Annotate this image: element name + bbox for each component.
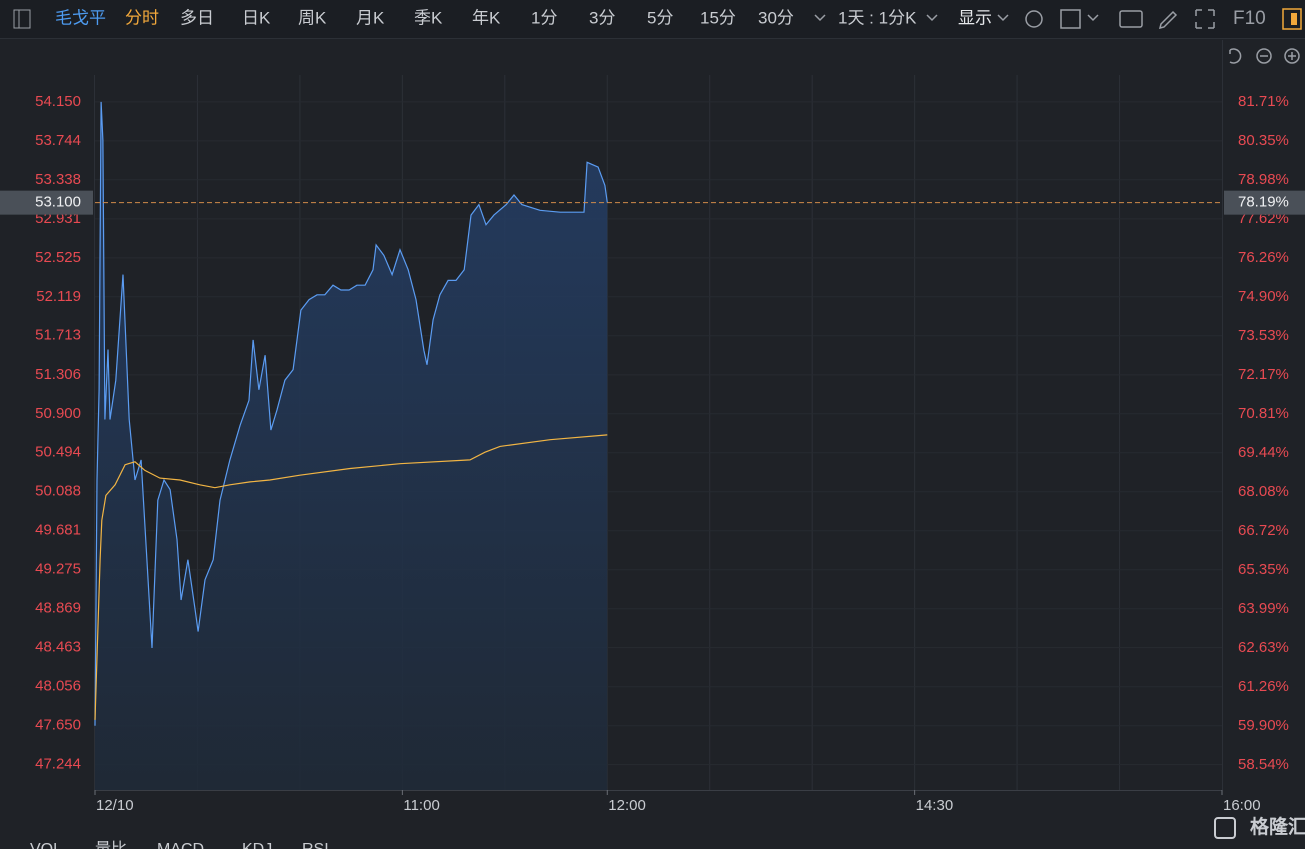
symbol[interactable]: 毛戈平 [55,8,106,27]
y2-tick-label: 73.53% [1238,327,1289,344]
y2-tick-label: 78.98% [1238,171,1289,188]
y2-tick-label: 61.26% [1238,678,1289,695]
timeframe-tab[interactable]: 1分 [531,8,557,27]
y-tick-label: 47.650 [35,717,81,734]
x-tick-label: 16:00 [1223,797,1261,814]
timeframe-tab[interactable]: 5分 [647,8,673,27]
y-tick-label: 52.119 [36,288,81,305]
x-tick-label: 14:30 [916,797,954,814]
timeframe-tab[interactable]: 周K [298,8,327,27]
toolbar-icons [814,8,1302,64]
camera-icon[interactable] [1119,10,1143,28]
timeframe-tab[interactable]: 季K [414,8,443,27]
panel-icon[interactable] [1282,8,1302,30]
settings-icon[interactable] [1025,10,1043,28]
y-tick-label: 49.681 [35,522,81,539]
timeframe-tab[interactable]: 分时 [125,8,159,27]
y2-tick-label: 80.35% [1238,132,1289,149]
y-tick-label: 48.056 [35,678,81,695]
sidebar-icon[interactable] [13,9,31,29]
indicator-tab[interactable]: KDJ [242,841,272,849]
y-tick-label: 48.463 [35,639,81,656]
y-tick-label: 50.494 [35,444,81,461]
y2-tick-label: 59.90% [1238,717,1289,734]
price-area [95,101,608,790]
y-tick-label: 50.900 [35,405,81,422]
average-line [94,434,608,720]
y-tick-label: 53.744 [35,132,81,149]
pen-icon[interactable] [1158,10,1178,30]
timeframe-tab[interactable]: 3分 [589,8,615,27]
x-tick-label: 11:00 [403,797,439,814]
y2-tick-label: 63.99% [1238,600,1289,617]
panel-icon-fill [1291,13,1297,25]
shape-icon[interactable] [1060,9,1081,29]
zoom-in-icon[interactable] [1284,48,1300,64]
logo-icon [1214,817,1236,839]
ratio-select[interactable]: 1天 : 1分K [838,8,917,27]
zoom-signs [1260,52,1296,60]
undo-icon[interactable] [1229,48,1242,64]
y2-tick-label: 72.17% [1238,366,1289,383]
toolbar [0,0,1305,38]
y-tick-label: 50.088 [35,483,81,500]
timeframe-tab[interactable]: 月K [356,8,385,27]
display-menu[interactable]: 显示 [958,8,992,27]
indicator-tab[interactable]: MACD [157,841,204,849]
y-tick-label: 51.306 [35,366,81,383]
y2-tick-label: 66.72% [1238,522,1289,539]
zoom-out-icon[interactable] [1256,48,1272,64]
price-line [94,101,608,726]
last-change-label: 78.19% [1238,194,1289,211]
y-tick-label: 48.869 [35,600,81,617]
y2-tick-label: 58.54% [1238,756,1289,773]
timeframe-tab[interactable]: 30分 [758,8,794,27]
last-change-box [1224,190,1305,215]
y-tick-label: 49.275 [35,561,81,578]
timeframe-tab[interactable]: 日K [242,8,271,27]
last-price-label: 53.100 [35,194,81,211]
y2-tick-label: 69.44% [1238,444,1289,461]
indicator-tab[interactable]: VOL [30,841,62,849]
y2-tick-label: 65.35% [1238,561,1289,578]
last-price-box [0,190,93,215]
chevrons [814,14,1099,22]
logo: 格隆汇 [1250,815,1305,838]
x-tick-label: 12/10 [96,797,134,814]
f10[interactable]: F10 [1233,8,1266,29]
y2-tick-label: 81.71% [1238,93,1289,110]
y-tick-label: 53.338 [35,171,81,188]
timeframe-tab[interactable]: 多日 [180,8,214,27]
indicator-tab[interactable]: RSI [302,841,329,849]
y2-tick-label: 70.81% [1238,405,1289,422]
y2-tick-label: 74.90% [1238,288,1289,305]
indicator-tab[interactable]: 量比 [95,840,127,849]
y2-tick-label: 62.63% [1238,639,1289,656]
y2-tick-label: 76.26% [1238,249,1289,266]
expand-icon[interactable] [1195,9,1215,29]
y2-tick-label: 68.08% [1238,483,1289,500]
y-tick-label: 47.244 [35,756,81,773]
y-tick-label: 51.713 [35,327,81,344]
y-tick-label: 52.525 [35,249,81,266]
timeframe-tab[interactable]: 年K [472,8,501,27]
y-tick-label: 54.150 [35,93,81,110]
x-tick-label: 12:00 [608,797,646,814]
timeframe-tab[interactable]: 15分 [700,8,736,27]
